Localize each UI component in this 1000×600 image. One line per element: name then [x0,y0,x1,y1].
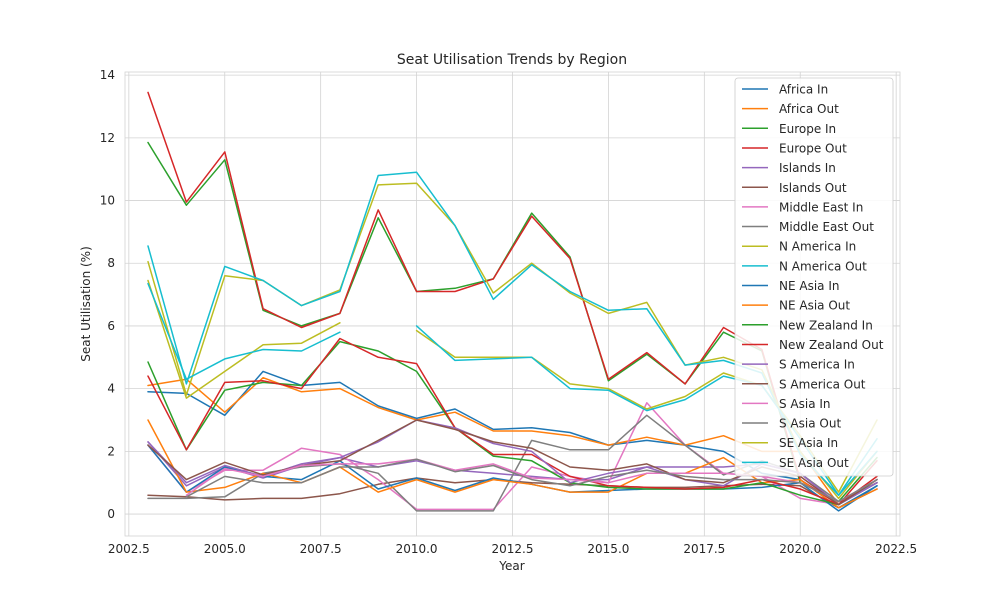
legend-items: Africa In Africa Out Europe In Europe Out Is… [742,83,884,470]
x-tick-label: 2007.5 [300,542,342,556]
x-tick-label: 2002.5 [108,542,150,556]
legend-label-se-asia-in: SE Asia In [779,436,838,450]
legend-label-europe-in: Europe In [779,122,836,136]
legend-label-s-america-in: S America In [779,358,855,372]
x-tick-label: 2020.0 [779,542,821,556]
legend-label-new-zealand-out: New Zealand Out [779,338,884,352]
series-line-s-asia-out [185,458,878,503]
legend-label-se-asia-out: SE Asia Out [779,456,849,470]
x-tick-label: 2022.5 [875,542,917,556]
y-tick-label: 10 [100,194,115,208]
legend-label-n-america-out: N America Out [779,259,867,273]
legend-label-n-america-in: N America In [779,240,856,254]
legend-label-islands-out: Islands Out [779,181,847,195]
legend-label-ne-asia-out: NE Asia Out [779,299,850,313]
x-axis-label: Year [498,559,524,573]
legend-label-africa-out: Africa Out [779,102,839,116]
legend-label-islands-in: Islands In [779,161,836,175]
x-tick-label: 2010.0 [396,542,438,556]
x-tick-labels: 2002.5 2005.0 2007.5 2010.0 2012.5 2015.0 2017… [108,542,917,556]
legend-frame [734,77,894,477]
legend-label-ne-asia-in: NE Asia In [779,279,839,293]
y-tick-label: 6 [107,319,115,333]
legend-label-middle-east-out: Middle East Out [779,220,874,234]
legend-label-middle-east-in: Middle East In [779,200,863,214]
y-tick-label: 4 [107,382,115,396]
y-tick-label: 14 [100,68,115,82]
y-axis-label: Seat Utilisation (%) [79,246,93,362]
y-tick-label: 2 [107,444,115,458]
x-tick-label: 2012.5 [492,542,534,556]
legend-label-africa-in: Africa In [779,83,828,97]
y-tick-label: 0 [107,507,115,521]
series-line-new-zealand-in [147,340,878,506]
legend: Africa In Africa Out Europe In Europe Out Is… [734,77,894,477]
plot-frame [124,71,901,537]
y-tick-labels: 0 2 4 6 8 10 12 14 [100,68,115,521]
legend-label-s-america-out: S America Out [779,377,866,391]
y-tick-label: 12 [100,131,115,145]
legend-label-europe-out: Europe Out [779,141,847,155]
x-tick-label: 2015.0 [587,542,629,556]
series-line-ne-asia-in [147,444,878,512]
y-tick-label: 8 [107,256,115,270]
legend-label-s-asia-in: S Asia In [779,397,831,411]
legend-label-new-zealand-in: New Zealand In [779,318,873,332]
x-tick-label: 2017.5 [683,542,725,556]
chart-title: Seat Utilisation Trends by Region [397,52,627,68]
series-line-new-zealand-out [147,337,878,506]
x-tick-label: 2005.0 [204,542,246,556]
legend-label-s-asia-out: S Asia Out [779,417,841,431]
